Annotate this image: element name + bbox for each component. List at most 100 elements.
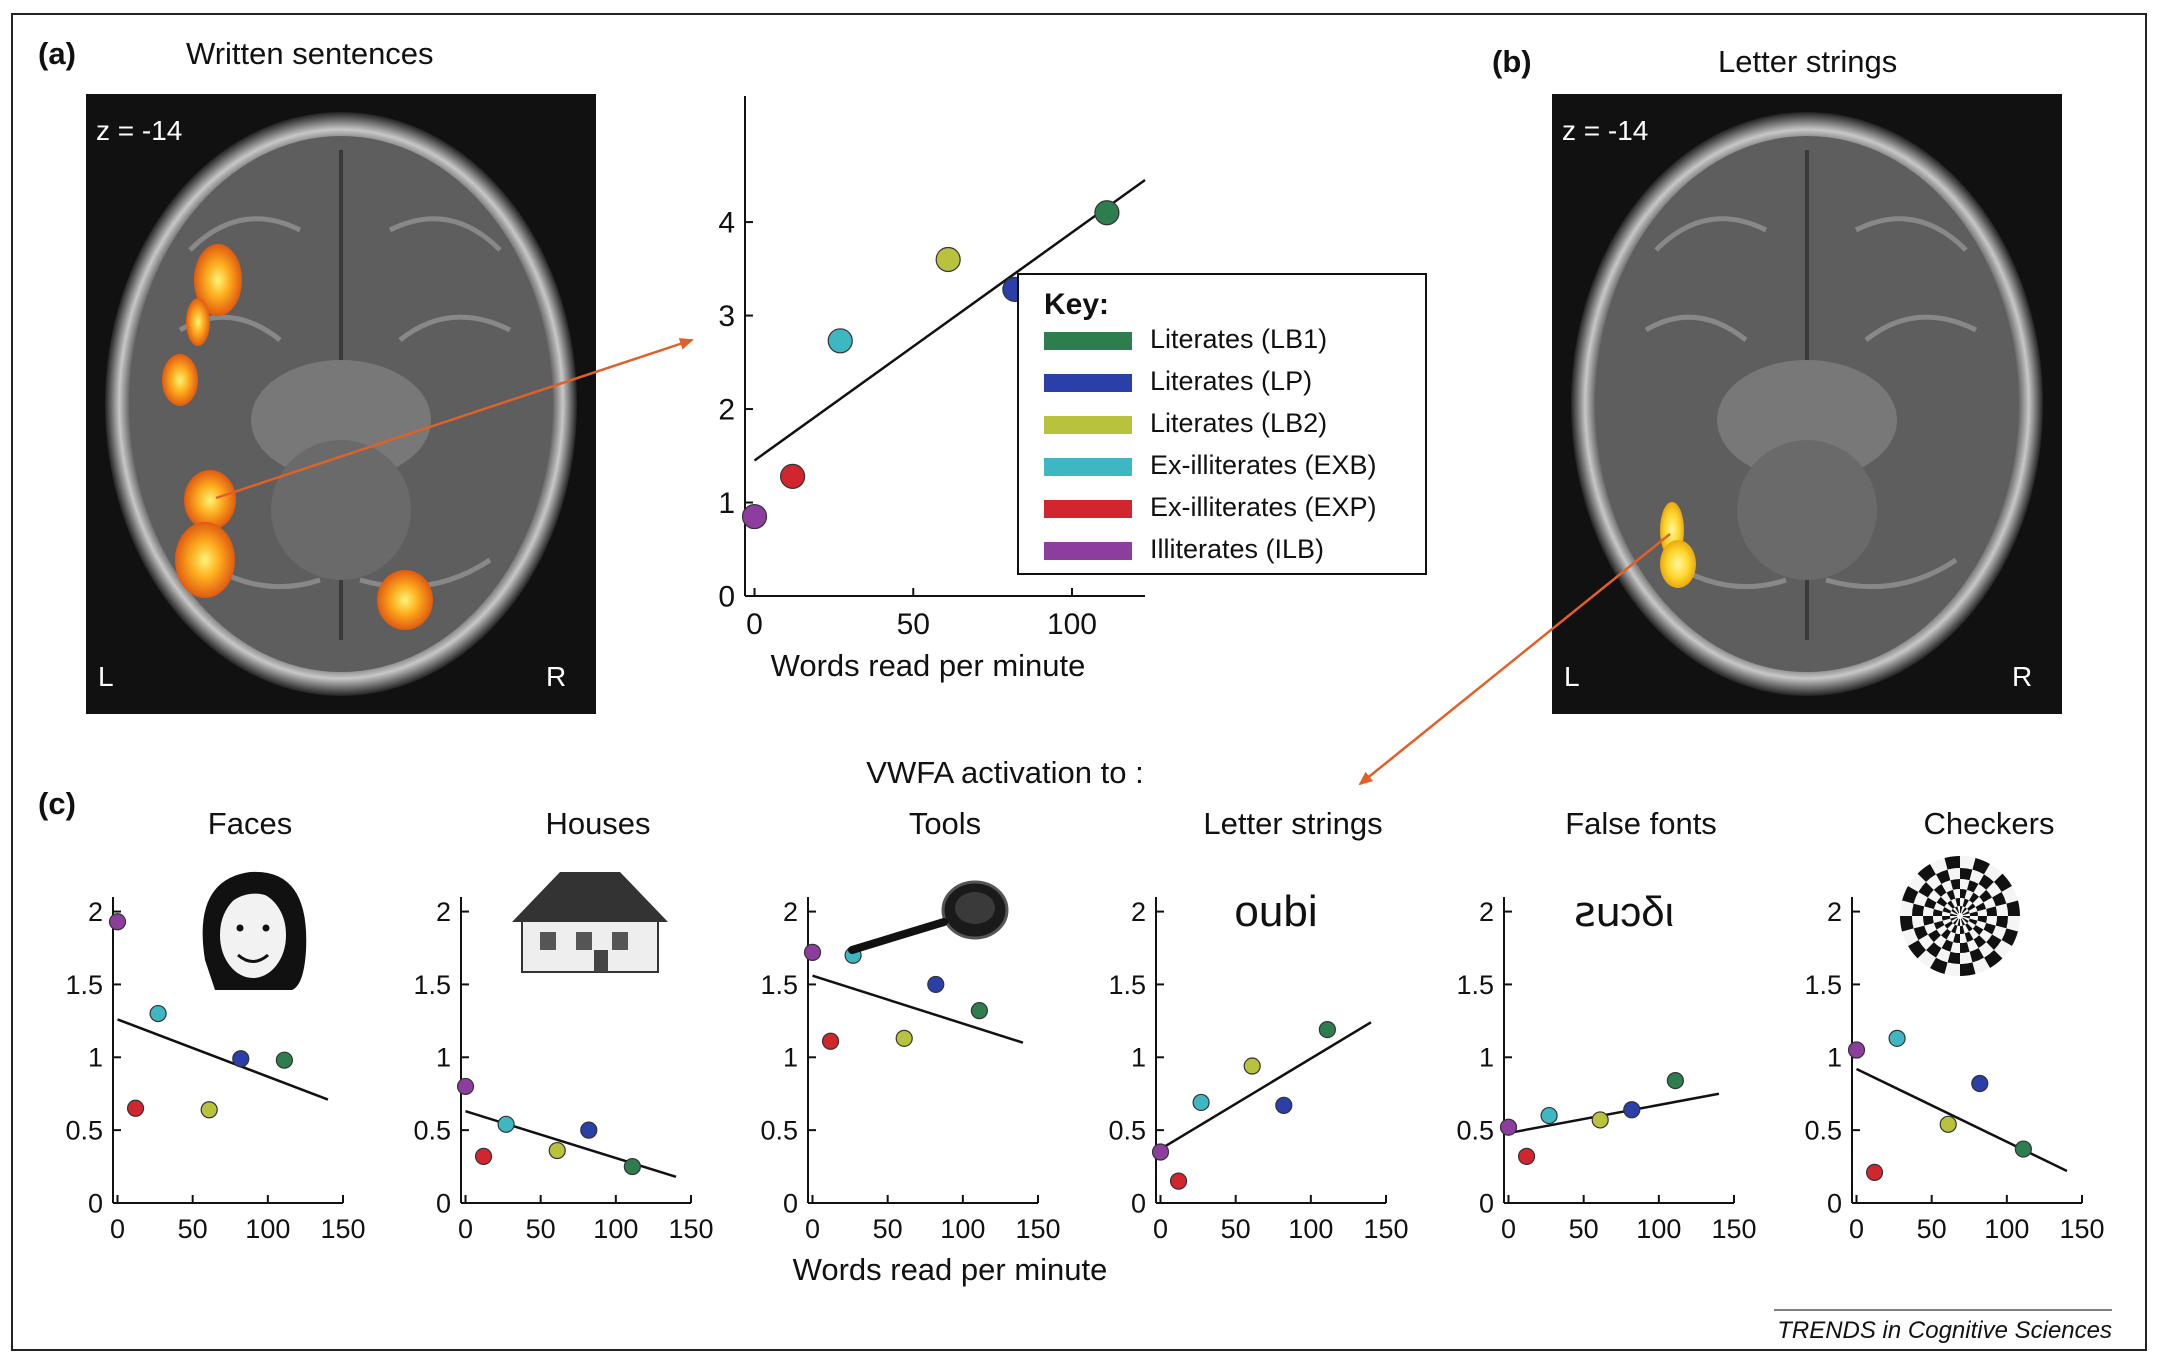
y-tick-label: 2: [436, 897, 451, 927]
regression-line: [1508, 1092, 1720, 1135]
y-tick-label: 0: [1827, 1188, 1842, 1218]
x-tick-label: 150: [1711, 1214, 1756, 1244]
falsefonts-chart: 0 0.5 1 1.5 2 0 50 100 150 False fonts: [1456, 806, 1756, 1244]
x-tick-label: 100: [1047, 608, 1097, 641]
x-tick-label: 50: [873, 1214, 903, 1244]
data-point-lb1: [1094, 200, 1120, 226]
tools-chart: 0 0.5 1 1.5 2 0 50 100 150 Tools: [760, 806, 1060, 1244]
data-point-ilb: [1151, 1143, 1170, 1161]
regression-line: [117, 1018, 329, 1101]
x-tick-label: 100: [1288, 1214, 1333, 1244]
checkers-chart: 0 0.5 1 1.5 2 0 50 100 150 Checkers: [1804, 806, 2104, 1244]
y-tick-label: 1: [1131, 1043, 1146, 1073]
y-tick-label: 1.5: [1456, 970, 1494, 1000]
x-tick-label: 50: [897, 608, 930, 641]
activation-blob: [186, 298, 210, 346]
oubi-stimulus: oubi: [1234, 887, 1317, 936]
house-icon: [512, 872, 668, 973]
y-tick-label: 3: [718, 300, 735, 333]
x-tick-label: 0: [110, 1214, 125, 1244]
y-tick-label: 2: [783, 897, 798, 927]
legend-entry-label: Literates (LB2): [1150, 408, 1327, 438]
y-tick-label: 0: [1479, 1188, 1494, 1218]
data-point-lb1: [1666, 1071, 1684, 1090]
legend-entry-label: Literates (LP): [1150, 366, 1312, 396]
title-letter-strings: Letter strings: [1718, 44, 1897, 79]
arrow-a-to-main-chart: [215, 338, 694, 500]
data-point-exb: [149, 1004, 167, 1023]
legend-entry-label: Literates (LB1): [1150, 324, 1327, 354]
legend-entry-label: Ex-illiterates (EXP): [1150, 492, 1377, 522]
data-point-exp: [474, 1147, 493, 1165]
brain-image-a: z = -14 L R: [86, 94, 596, 714]
legend-swatch: [1044, 458, 1132, 476]
data-point-lb1: [1318, 1020, 1336, 1039]
figure-frame: [11, 13, 2147, 1351]
chart-title: Letter strings: [1203, 806, 1382, 841]
y-tick-label: 1: [436, 1043, 451, 1073]
panel-label-b: (b): [1492, 44, 1532, 79]
regression-line: [1159, 1021, 1372, 1151]
credit-text: TRENDS in Cognitive Sciences: [1777, 1317, 2112, 1344]
x-tick-label: 150: [1015, 1214, 1060, 1244]
y-tick-label: 1.5: [1804, 970, 1842, 1000]
y-tick-label: 0.5: [1804, 1116, 1842, 1146]
checkerboard-icon: [1900, 856, 2020, 976]
x-tick-label: 100: [245, 1214, 290, 1244]
data-point-lb1: [623, 1157, 641, 1176]
brain-image-b: z = -14 L R: [1552, 94, 2062, 714]
data-point-lp: [1623, 1101, 1641, 1119]
right-label-a: R: [546, 661, 566, 692]
x-tick-label: 50: [1917, 1214, 1947, 1244]
faces-chart: 0 0.5 1 1.5 2 0 50 100 150 Faces: [65, 806, 365, 1244]
y-tick-label: 0.5: [65, 1116, 103, 1146]
data-point-exp: [821, 1032, 840, 1050]
data-point-ilb: [456, 1077, 475, 1096]
activation-blob: [1660, 540, 1696, 588]
data-point-exb: [1540, 1106, 1558, 1125]
data-point-ilb: [108, 913, 127, 931]
y-tick-label: 1.5: [1108, 970, 1146, 1000]
bottom-x-axis-label: Words read per minute: [793, 1252, 1108, 1287]
right-label-b: R: [2012, 661, 2032, 692]
x-tick-label: 50: [1569, 1214, 1599, 1244]
regression-line: [465, 1110, 677, 1178]
data-point-exb: [497, 1115, 515, 1133]
legend: Key: Literates (LB1) Literates (LP) Litera…: [1017, 273, 1427, 575]
legend-swatch: [1044, 542, 1132, 560]
data-point-lp: [927, 975, 945, 994]
y-tick-label: 0: [88, 1188, 103, 1218]
main-scatter-chart: 0 1 2 3 4 0 50 100 Words read per minute: [718, 96, 1146, 683]
y-tick-label: 2: [718, 394, 735, 427]
data-point-exb: [827, 328, 853, 354]
frying-pan-icon: [848, 880, 1009, 954]
x-tick-label: 150: [1363, 1214, 1408, 1244]
y-tick-label: 2: [1479, 897, 1494, 927]
left-label-b: L: [1564, 661, 1580, 692]
main-chart: 0 1 2 3 4 0 50 100: [718, 96, 1146, 641]
x-tick-label: 100: [1636, 1214, 1681, 1244]
chart-title: Tools: [909, 806, 981, 841]
data-point-lp: [1971, 1074, 1989, 1093]
activation-blob: [377, 570, 433, 630]
legend-swatch: [1044, 374, 1132, 392]
data-point-lb2: [895, 1029, 913, 1047]
x-tick-label: 0: [1153, 1214, 1168, 1244]
y-tick-label: 0.5: [760, 1116, 798, 1146]
x-tick-label: 0: [1849, 1214, 1864, 1244]
x-tick-label: 150: [2059, 1214, 2104, 1244]
y-tick-label: 1: [1827, 1043, 1842, 1073]
z-coordinate-label-b: z = -14: [1562, 115, 1648, 146]
face-icon: [202, 871, 307, 990]
data-point-lb2: [935, 246, 961, 273]
data-point-lb2: [200, 1101, 218, 1119]
chart-title: False fonts: [1565, 806, 1717, 841]
x-tick-label: 150: [668, 1214, 713, 1244]
x-tick-label: 0: [805, 1214, 820, 1244]
data-point-ilb: [1499, 1118, 1518, 1136]
data-point-exp: [126, 1099, 145, 1117]
data-point-lb2: [1243, 1057, 1261, 1075]
title-written-sentences: Written sentences: [186, 36, 434, 71]
y-tick-label: 1: [783, 1043, 798, 1073]
x-tick-label: 0: [1501, 1214, 1516, 1244]
